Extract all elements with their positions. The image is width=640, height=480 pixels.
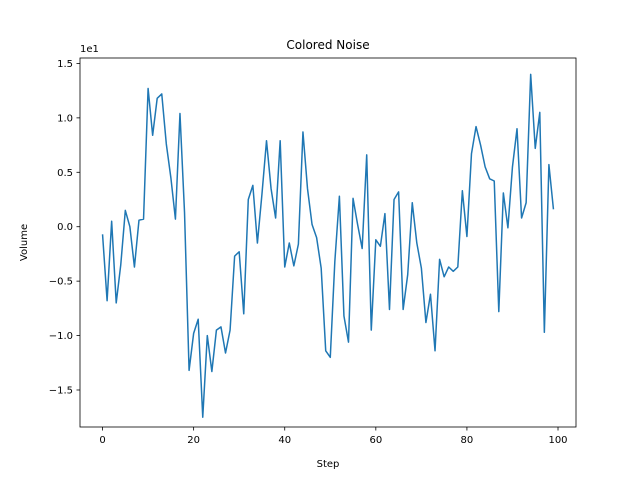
x-tick-label: 100 (548, 435, 567, 446)
x-tick-label: 60 (369, 435, 382, 446)
y-tick-label: 1.0 (57, 113, 73, 124)
x-tick-label: 0 (99, 435, 105, 446)
plot-area (101, 73, 555, 418)
axes-frame (79, 57, 577, 428)
x-axis-label: Step (317, 459, 340, 470)
x-axis-ticks: 0 20 40 60 80 100 (99, 427, 568, 446)
y-tick-label: −0.5 (49, 277, 73, 288)
y-tick-label: 0.0 (57, 222, 73, 233)
chart-title: Colored Noise (286, 38, 369, 52)
x-tick-label: 20 (187, 435, 200, 446)
series-line-0 (101, 73, 555, 418)
x-tick-label: 80 (461, 435, 474, 446)
y-tick-label: −1.0 (49, 331, 73, 342)
x-tick-label: 40 (278, 435, 291, 446)
y-axis-offset-label: 1e1 (80, 44, 99, 55)
y-axis-label: Volume (19, 224, 30, 261)
y-tick-label: 1.5 (57, 59, 73, 70)
y-axis-ticks: −1.5 −1.0 −0.5 0.0 0.5 1.0 1.5 (49, 59, 80, 396)
y-tick-label: −1.5 (49, 385, 73, 396)
y-tick-label: 0.5 (57, 168, 73, 179)
